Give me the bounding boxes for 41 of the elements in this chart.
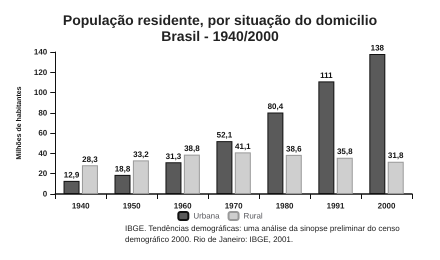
data-label: 111 <box>320 70 334 80</box>
y-tick-label: 100 <box>34 88 48 98</box>
chart-subtitle: Brasil - 1940/2000 <box>161 28 279 44</box>
bar <box>82 165 98 194</box>
x-tick-label: 2000 <box>378 202 396 210</box>
x-tick-label: 1970 <box>224 202 244 210</box>
x-tick-label: 1991 <box>326 202 345 210</box>
data-label: 41,1 <box>235 142 252 151</box>
bar <box>286 154 302 194</box>
legend-label: Rural <box>244 212 263 220</box>
bar <box>336 158 353 194</box>
x-tick-label: 1980 <box>276 202 294 210</box>
data-label: 33,2 <box>133 150 150 159</box>
bar <box>388 162 404 194</box>
x-tick-label: 1960 <box>174 202 192 210</box>
bar <box>234 152 251 194</box>
data-label: 12,9 <box>64 170 80 180</box>
data-label: 138 <box>370 44 385 53</box>
y-tick-label: 60 <box>38 128 48 138</box>
y-tick-label: 0 <box>42 190 48 198</box>
text: IBGE. Tendências demográficas: uma análise da sinopse preliminar do censo demográfico 2000. Rio de Janeiro: IBGE, 2001. <box>125 224 402 244</box>
x-tick-label: 1950 <box>122 202 142 210</box>
y-tick-label: 120 <box>34 68 48 77</box>
x-tick-label: 1940 <box>72 202 90 210</box>
bar <box>184 154 200 194</box>
y-tick-label: 140 <box>34 48 48 56</box>
data-label: 28,3 <box>82 154 98 164</box>
data-label: 38,8 <box>184 144 200 154</box>
data-label: 35,8 <box>336 147 354 156</box>
data-label: 80,4 <box>268 102 284 111</box>
y-tick-label: 20 <box>38 169 48 178</box>
y-tick-label: 40 <box>38 148 48 158</box>
y-tick-label: 80 <box>38 108 48 118</box>
data-label: 38,6 <box>286 144 302 154</box>
data-label: 31,8 <box>388 151 404 160</box>
chart-title: População residente, por situação do domicilio <box>62 12 378 28</box>
data-label: 52,1 <box>216 130 233 140</box>
data-label: 18,8 <box>114 164 131 174</box>
bar <box>132 160 149 194</box>
data-label: 31,3 <box>166 152 182 161</box>
legend-label: Urbana <box>193 212 220 220</box>
